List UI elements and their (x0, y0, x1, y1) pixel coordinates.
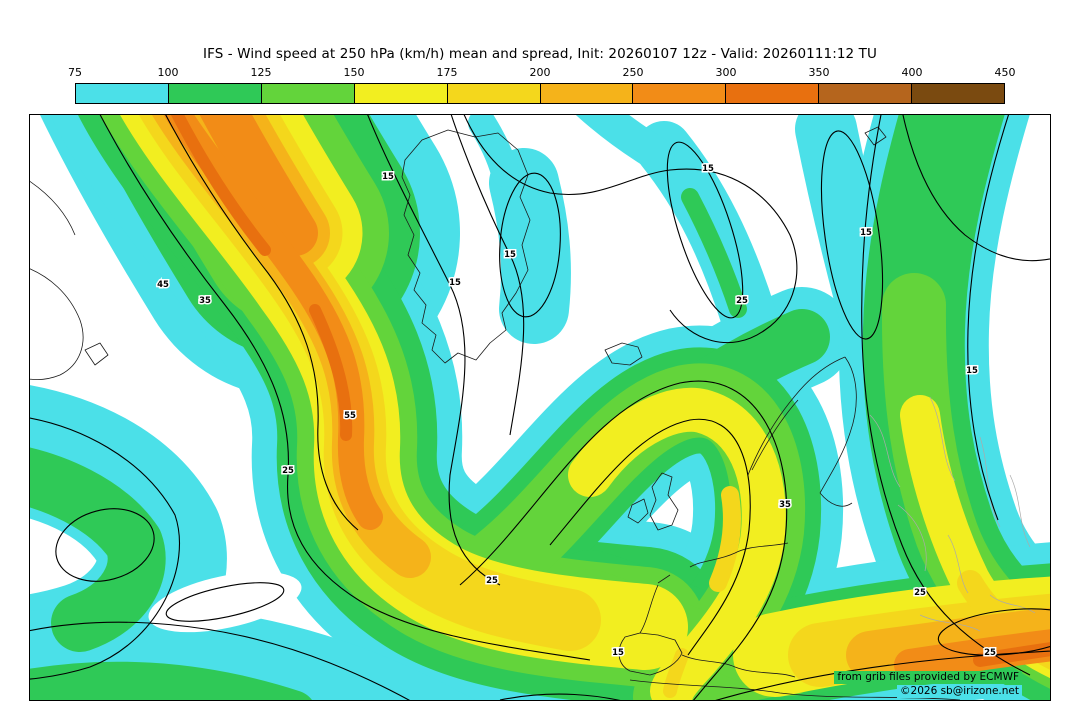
wind-map-canvas: 15 15 15 45 35 55 25 15 25 15 35 25 15 25 15 25 (30, 115, 1050, 700)
colorbar-tick-label: 250 (622, 66, 644, 79)
colorbar-tick-label: 200 (529, 66, 551, 79)
contour-label: 15 (702, 164, 714, 174)
colorbar-tick-label: 125 (250, 66, 272, 79)
colorbar-segment (539, 84, 633, 103)
contour-label: 35 (779, 500, 791, 510)
country-borders (869, 396, 1036, 632)
contour-label: 15 (860, 228, 872, 238)
chart-title: IFS - Wind speed at 250 hPa (km/h) mean … (203, 46, 877, 62)
attribution-source: from grib files provided by ECMWF (834, 671, 1022, 684)
contour-label: 45 (157, 280, 169, 290)
clear-air-lens (148, 571, 302, 633)
colorbar-tick-label: 75 (68, 66, 82, 79)
colorbar-tick-label: 450 (994, 66, 1016, 79)
colorbar-segment (76, 84, 168, 103)
contour-label: 25 (736, 296, 748, 306)
contour-label: 15 (449, 278, 461, 288)
contour-label: 15 (382, 172, 394, 182)
spread-contours (30, 115, 1050, 700)
colorbar-segment (260, 84, 354, 103)
colorbar-segment (725, 84, 819, 103)
contour-label: 35 (199, 296, 211, 306)
colorbar-ticks: 75 100 125 150 175 200 250 300 350 400 450 (68, 66, 1016, 80)
colorbar-segment (818, 84, 912, 103)
attribution-copyright: ©2026 sb@irizone.net (897, 685, 1022, 698)
contour-label: 25 (914, 588, 926, 598)
colorbar-segments (75, 83, 1005, 104)
colorbar-tick-label: 175 (436, 66, 458, 79)
colorbar-segment (911, 84, 1005, 103)
colorbar-tick-label: 400 (901, 66, 923, 79)
contour-label: 15 (504, 250, 516, 260)
contour-labels: 15 15 15 45 35 55 25 15 25 15 35 25 15 25 15 25 (156, 163, 998, 660)
attribution: from grib files provided by ECMWF ©2026 … (834, 671, 1022, 698)
colorbar-segment (167, 84, 261, 103)
contour-label: 25 (984, 648, 996, 658)
colorbar-segment (353, 84, 447, 103)
contour-label: 25 (486, 576, 498, 586)
colorbar-tick-label: 300 (715, 66, 737, 79)
colorbar-tick-label: 150 (343, 66, 365, 79)
wind-fill-300-350 (170, 115, 1050, 667)
contour-label: 25 (282, 466, 294, 476)
contour-label: 15 (966, 366, 978, 376)
colorbar-tick-label: 100 (157, 66, 179, 79)
colorbar-tick-label: 350 (808, 66, 830, 79)
map-panel: 15 15 15 45 35 55 25 15 25 15 35 25 15 25 15 25 from gr… (29, 114, 1051, 701)
contour-label: 15 (612, 648, 624, 658)
contour-label: 55 (344, 411, 356, 421)
colorbar-segment (446, 84, 540, 103)
colorbar-segment (632, 84, 726, 103)
